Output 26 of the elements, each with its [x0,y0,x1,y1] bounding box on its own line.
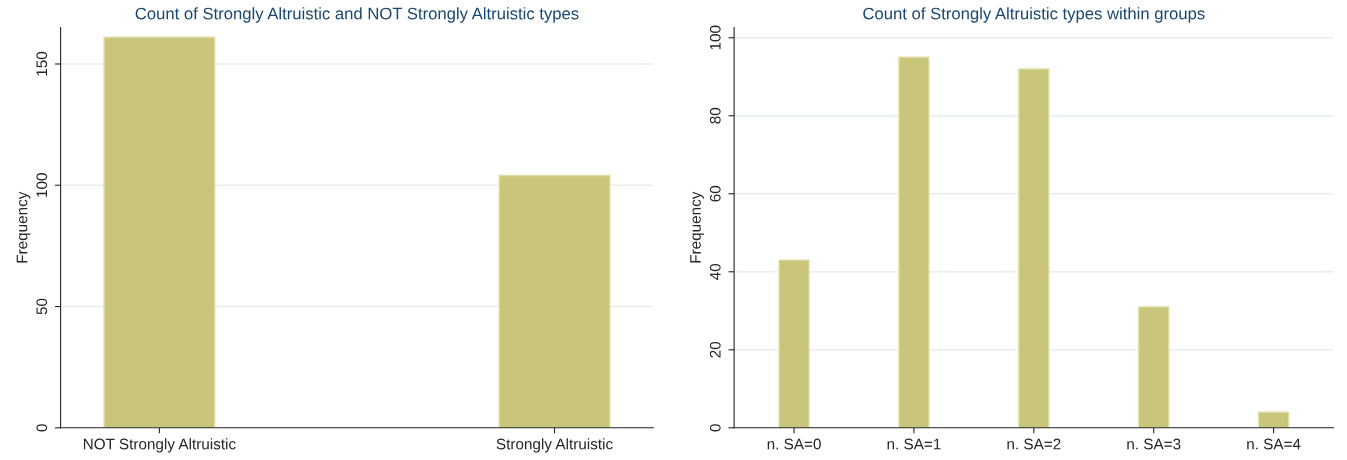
bar [778,259,810,428]
x-tick-label: n. SA=4 [1247,438,1301,450]
x-tick-label: Strongly Altruistic [496,438,613,453]
x-tick-label: n. SA=1 [887,438,941,450]
y-tick-label: 150 [36,51,48,76]
y-tick-label: 60 [709,185,721,202]
x-tick-label: n. SA=0 [767,438,821,450]
y-tick-label: 20 [709,341,721,358]
bar [1018,68,1050,428]
y-tick-label: 100 [36,173,48,197]
y-axis-title: Frequency [16,191,31,263]
y-tick-label: 0 [709,424,721,432]
x-tick-label: n. SA=2 [1007,438,1061,450]
bar [1138,306,1170,428]
y-axis-title: Frequency [690,191,704,263]
y-tick-label: 80 [709,107,721,124]
x-tick-label: NOT Strongly Altruistic [83,438,236,453]
chart-title: Count of Strongly Altruistic and NOT Strongly Altruistic types [135,7,579,23]
bar [1257,411,1290,428]
y-tick-label: 0 [36,424,48,432]
chart-title: Count of Strongly Altruistic types within groups [863,7,1205,23]
y-tick-label: 50 [36,298,48,315]
y-tick-label: 40 [709,263,721,280]
y-tick-label: 100 [709,25,721,50]
x-tick-label: n. SA=3 [1127,438,1181,450]
bar [898,56,930,428]
